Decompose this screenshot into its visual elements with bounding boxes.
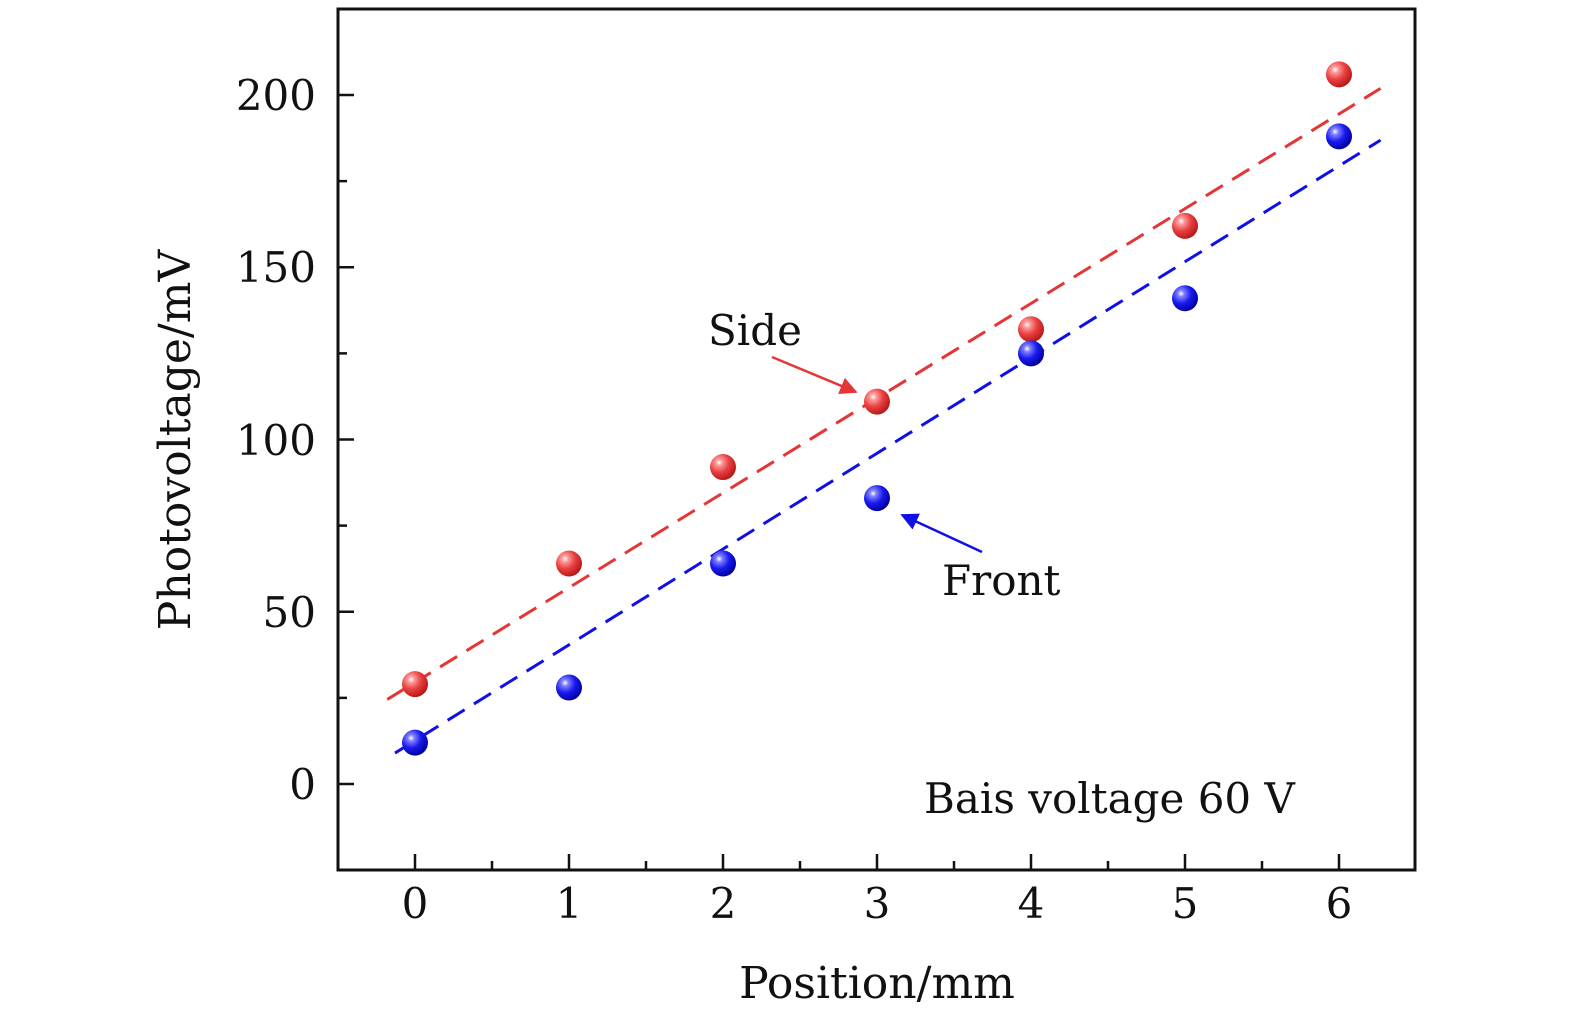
- data-point-side: [864, 388, 890, 415]
- data-point-front: [1018, 340, 1044, 367]
- data-point-side: [1172, 212, 1198, 239]
- data-point-side: [1018, 316, 1044, 343]
- x-axis-title: Position/mm: [739, 958, 1015, 1009]
- data-point-front: [556, 674, 582, 701]
- x-tick-label: 6: [1326, 879, 1353, 928]
- data-point-front: [1172, 285, 1198, 312]
- y-tick-label: 100: [236, 416, 316, 465]
- data-point-side: [710, 454, 736, 481]
- plot-frame: [336, 7, 1417, 872]
- data-point-front: [402, 729, 428, 756]
- y-tick-label: 200: [236, 71, 316, 120]
- x-tick-label: 4: [1018, 879, 1045, 928]
- data-point-side: [402, 671, 428, 698]
- data-point-side: [556, 550, 582, 577]
- x-tick-label: 5: [1172, 879, 1199, 928]
- y-tick-label: 150: [236, 243, 316, 292]
- data-point-side: [1326, 61, 1352, 88]
- y-tick-label: 50: [263, 588, 316, 637]
- bias-voltage-note: Bais voltage 60 V: [924, 774, 1295, 823]
- side-annotation-label: Side: [708, 306, 802, 355]
- x-tick-label: 1: [556, 879, 583, 928]
- y-tick-label: 0: [289, 760, 316, 809]
- data-point-front: [1326, 123, 1352, 150]
- axis-ticks: [338, 93, 1341, 870]
- data-points: [402, 61, 1352, 756]
- data-point-front: [710, 550, 736, 577]
- fit-line-side: [386, 87, 1382, 701]
- x-tick-labels: 0 1 2 3 4 5 6: [402, 879, 1353, 928]
- y-tick-labels: 0 50 100 150 200: [236, 71, 316, 809]
- fit-lines: [386, 87, 1382, 755]
- y-axis-title: Photovoltage/mV: [150, 249, 201, 631]
- x-tick-label: 0: [402, 879, 429, 928]
- data-point-front: [864, 485, 890, 512]
- x-tick-label: 3: [864, 879, 891, 928]
- front-annotation-label: Front: [942, 556, 1061, 605]
- front-annotation-arrow: [900, 513, 983, 554]
- side-annotation-arrow: [771, 355, 858, 395]
- x-tick-label: 2: [710, 879, 737, 928]
- fit-line-front: [394, 138, 1382, 755]
